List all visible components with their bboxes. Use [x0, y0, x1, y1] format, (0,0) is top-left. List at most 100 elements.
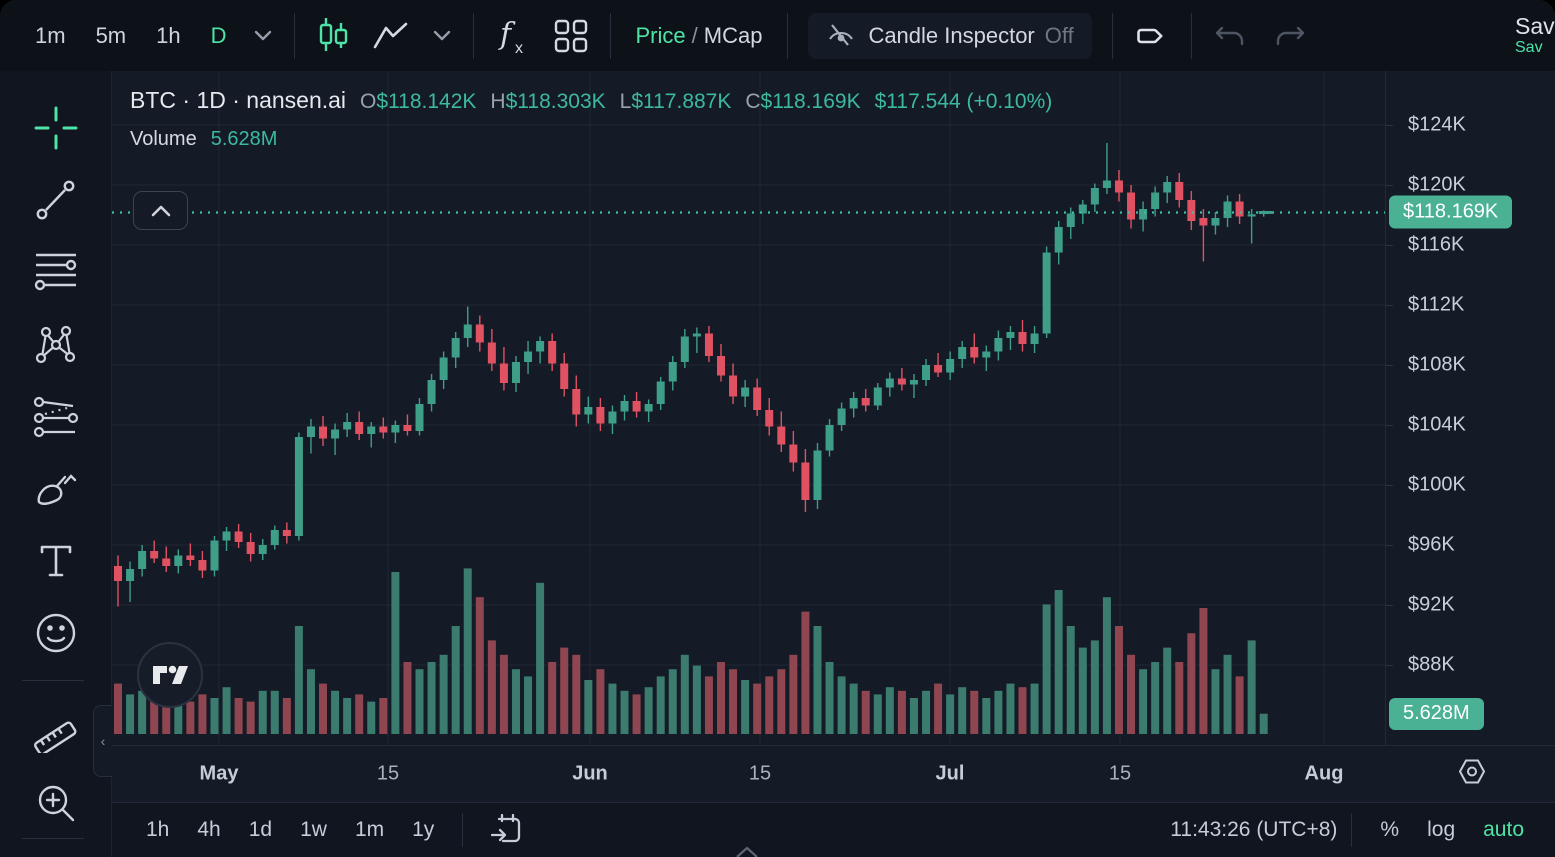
volume-bar	[1030, 683, 1039, 734]
volume-bar	[861, 690, 870, 734]
chevron-down-icon	[433, 30, 450, 40]
candle-body	[958, 347, 967, 359]
candle-body	[162, 558, 171, 566]
volume-bar	[934, 683, 943, 734]
symbol-ohlc-row: BTC · 1D · nansen.ai O$118.142K H$118.303K…	[130, 87, 1053, 113]
volume-bar	[126, 694, 135, 734]
range-1m[interactable]: 1m	[354, 818, 385, 841]
chart-style-dropdown[interactable]	[421, 30, 463, 42]
candle-body	[499, 363, 508, 383]
range-1d[interactable]: 1d	[248, 818, 273, 841]
scale-auto[interactable]: auto	[1483, 818, 1524, 841]
layout-button[interactable]	[542, 19, 600, 53]
projection-tool[interactable]	[33, 396, 79, 438]
tag-label-button[interactable]	[1123, 21, 1181, 51]
pane-collapse-button[interactable]	[133, 191, 188, 230]
timeframe-D[interactable]: D	[210, 22, 227, 48]
candle-body	[704, 333, 713, 356]
zoom-in-tool[interactable]	[34, 781, 78, 825]
volume-bar	[427, 662, 436, 734]
volume-label[interactable]: Volume	[130, 128, 197, 150]
scale-percent[interactable]: %	[1380, 818, 1400, 841]
volume-bar	[1199, 608, 1208, 734]
timeframe-1m[interactable]: 1m	[35, 22, 66, 48]
svg-text:f: f	[498, 17, 516, 52]
timeframe-dropdown[interactable]	[242, 30, 284, 42]
volume-bar	[1090, 640, 1099, 734]
current-price-badge: $118.169K	[1389, 195, 1513, 229]
crosshair-tool[interactable]	[32, 104, 80, 152]
volume-bar	[801, 611, 810, 734]
volume-bar	[1247, 640, 1256, 734]
volume-bar	[632, 694, 641, 734]
price-tick: $120K	[1408, 173, 1466, 196]
price-axis[interactable]: $124K $120K $116K $112K $108K $104K $100K $96K $…	[1385, 71, 1555, 745]
candle-body	[909, 380, 918, 385]
trend-line-tool[interactable]	[34, 178, 78, 222]
volume-bar	[994, 690, 1003, 734]
time-tick: Jun	[572, 762, 608, 785]
price-tick-mark	[1386, 125, 1393, 126]
price-option[interactable]: Price	[635, 22, 686, 48]
range-1w[interactable]: 1w	[300, 818, 327, 841]
go-to-date-button[interactable]	[477, 812, 537, 848]
volume-value: 5.628M	[210, 128, 278, 150]
mcap-option[interactable]: MCap	[703, 22, 763, 48]
brush-tool[interactable]	[33, 469, 79, 509]
timeframe-5m[interactable]: 5m	[95, 22, 127, 48]
drawing-toolbar: ‹	[0, 71, 113, 857]
candle-body	[186, 555, 195, 560]
range-1h[interactable]: 1h	[146, 818, 170, 841]
volume-bar	[1175, 662, 1184, 734]
toolbar-collapse-handle[interactable]: ‹	[93, 705, 113, 777]
candle-body	[138, 551, 147, 569]
timeframe-1h[interactable]: 1h	[156, 22, 181, 48]
volume-bar	[162, 705, 171, 734]
text-tool[interactable]	[36, 541, 76, 581]
horizontal-lines-tool[interactable]	[33, 251, 79, 293]
svg-text:x: x	[515, 40, 523, 56]
toolbar-divider	[462, 813, 464, 847]
candle-body	[511, 362, 520, 383]
time-tick: 15	[376, 762, 400, 785]
axis-settings-button[interactable]	[1457, 758, 1487, 791]
volume-bar	[1211, 669, 1220, 734]
symbol-title[interactable]: BTC · 1D · nansen.ai	[130, 87, 347, 113]
time-tick: Aug	[1304, 762, 1344, 785]
candle-inspector-toggle[interactable]: Candle Inspector Off	[808, 12, 1092, 59]
undo-button[interactable]	[1202, 22, 1260, 50]
redo-button[interactable]	[1260, 22, 1318, 50]
volume-bar	[174, 698, 183, 734]
candlestick-chart[interactable]	[112, 71, 1385, 745]
indicators-button[interactable]: f x	[484, 16, 542, 56]
projection-icon	[33, 396, 78, 438]
chart-legend: BTC · 1D · nansen.ai O$118.142K H$118.303K…	[130, 87, 1052, 151]
measure-tool[interactable]	[33, 707, 79, 753]
price-tick-mark	[1386, 425, 1393, 426]
price-tick: $100K	[1408, 473, 1466, 496]
scale-log[interactable]: log	[1427, 818, 1456, 841]
volume-bar	[946, 694, 955, 734]
candlestick-style-button[interactable]	[305, 17, 361, 55]
save-button[interactable]: Sav Sav	[1515, 14, 1555, 57]
line-style-button[interactable]	[361, 22, 421, 50]
range-1y[interactable]: 1y	[412, 818, 435, 841]
time-axis[interactable]: May 15 Jun 15 Jul 15 Aug	[112, 745, 1555, 802]
price-mcap-toggle[interactable]: Price / MCap	[635, 22, 763, 48]
clock[interactable]: 11:43:26 (UTC+8)	[1170, 818, 1338, 841]
volume-bar	[572, 654, 581, 734]
candle-body	[1151, 192, 1160, 209]
xabcd-pattern-tool[interactable]	[33, 324, 79, 364]
toolbar-divider	[293, 12, 295, 59]
candle-body	[126, 569, 135, 581]
volume-bar	[499, 654, 508, 734]
toolbar-divider	[1111, 12, 1113, 59]
volume-bars	[114, 568, 1268, 734]
emoji-tool[interactable]	[34, 611, 78, 655]
gear-hexagon-icon	[1458, 759, 1486, 784]
tradingview-watermark[interactable]	[137, 642, 203, 708]
panel-expand-chevron[interactable]	[734, 845, 760, 857]
chart-pane[interactable]: BTC · 1D · nansen.ai O$118.142K H$118.303K…	[112, 71, 1385, 745]
volume-bar	[789, 654, 798, 734]
range-4h[interactable]: 4h	[197, 818, 221, 841]
